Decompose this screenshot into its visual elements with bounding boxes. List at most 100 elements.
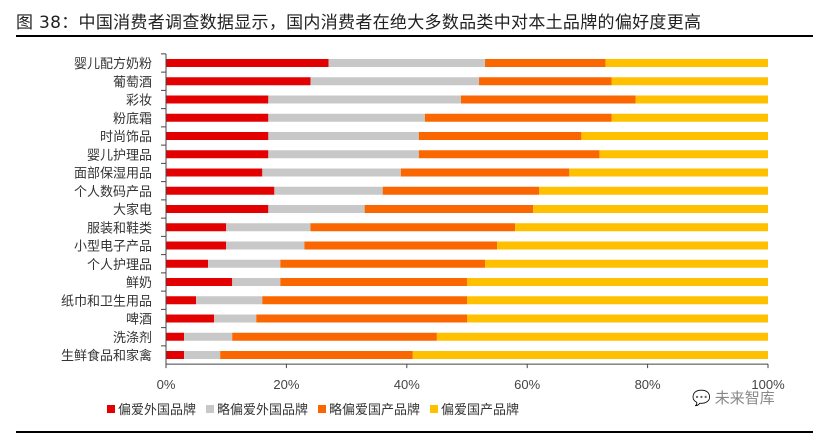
- category-label: 粉底霜: [113, 111, 152, 127]
- bar-segment: [166, 186, 275, 195]
- bar-segment: [232, 278, 281, 286]
- bar-segment: [184, 332, 233, 341]
- bar-segment: [268, 95, 461, 104]
- wechat-icon: 💬: [692, 388, 711, 407]
- category-label: 个人护理品: [87, 258, 152, 273]
- bar-segment: [479, 77, 612, 86]
- legend-item: 略偏爱外国品牌: [206, 399, 308, 418]
- bar-segment: [232, 332, 437, 341]
- bar-segment: [166, 132, 269, 140]
- category-label: 婴儿配方奶粉: [74, 56, 152, 72]
- bar-segment: [328, 59, 486, 67]
- bar-segment: [226, 223, 311, 232]
- x-tick-label: 40%: [394, 377, 420, 392]
- bar-segment: [208, 259, 281, 268]
- bar-segment: [418, 150, 600, 159]
- bar-segment: [268, 205, 365, 213]
- bar-segment: [166, 223, 227, 232]
- bar-segment: [569, 168, 768, 177]
- category-label: 婴儿护理品: [87, 148, 152, 163]
- figure-title: 图 38：中国消费者调查数据显示，国内消费者在绝大多数品类中对本土品牌的偏好度更…: [16, 13, 702, 33]
- bar-segment: [581, 132, 768, 140]
- category-label: 个人数码产品: [74, 185, 152, 200]
- category-label: 小型电子产品: [74, 240, 152, 255]
- category-label: 洗涤剂: [113, 331, 152, 346]
- bar-segment: [268, 113, 425, 122]
- bar-segment: [166, 241, 227, 250]
- bar-segment: [166, 332, 185, 341]
- bar-segment: [226, 241, 305, 250]
- category-label: 彩妆: [126, 94, 152, 109]
- bar-segment: [635, 95, 768, 104]
- bar-segment: [304, 241, 498, 250]
- bar-segment: [166, 95, 269, 104]
- bar-segment: [166, 113, 269, 122]
- bar-segment: [400, 168, 570, 177]
- legend-label: 略偏爱外国品牌: [217, 403, 309, 418]
- bar-segment: [436, 332, 768, 341]
- x-tick-label: 100%: [751, 377, 785, 392]
- bar-segment: [310, 223, 516, 232]
- legend-item: 偏爱国产品牌: [430, 399, 519, 418]
- bar-segment: [166, 314, 215, 323]
- bar-segment: [280, 259, 486, 268]
- bar-segment: [256, 314, 467, 323]
- legend-label: 略偏爱国产品牌: [329, 403, 421, 418]
- bar-segment: [533, 205, 768, 213]
- legend-item: 略偏爱国产品牌: [318, 399, 420, 418]
- bar-segment: [268, 150, 419, 159]
- watermark: 💬 未来智库: [692, 387, 775, 408]
- bar-segment: [605, 59, 768, 67]
- bar-segment: [166, 259, 209, 268]
- bar-segment: [166, 296, 197, 305]
- bar-segment: [467, 278, 768, 286]
- category-label: 葡萄酒: [113, 75, 152, 90]
- category-label: 鲜奶: [126, 276, 152, 291]
- bar-segment: [515, 223, 768, 232]
- bar-segment: [424, 113, 612, 122]
- bar-segment: [599, 150, 768, 159]
- bar-segment: [460, 95, 636, 104]
- legend: 偏爱外国品牌 略偏爱外国品牌 略偏爱国产品牌 偏爱国产品牌: [107, 399, 519, 418]
- category-label: 服装和鞋类: [87, 220, 152, 236]
- bar-segment: [382, 186, 540, 195]
- bar-segment: [467, 296, 768, 305]
- bar-segment: [467, 314, 768, 323]
- bar-segment: [166, 150, 269, 159]
- bar-segment: [166, 278, 233, 286]
- legend-swatch: [107, 404, 115, 413]
- bar-segment: [268, 132, 419, 140]
- bar-segment: [364, 205, 534, 213]
- bar-segment: [184, 351, 221, 359]
- x-tick-label: 0%: [157, 377, 176, 392]
- bar-segment: [196, 296, 263, 305]
- legend-label: 偏爱国产品牌: [441, 403, 520, 418]
- x-tick-label: 60%: [514, 377, 540, 392]
- bar-segment: [485, 259, 768, 268]
- x-tick-label: 20%: [273, 377, 299, 392]
- legend-item: 偏爱外国品牌: [107, 399, 196, 418]
- title-divider: [16, 35, 813, 37]
- x-tick-label: 80%: [635, 377, 661, 392]
- legend-swatch: [206, 404, 215, 413]
- bar-segment: [611, 113, 768, 122]
- legend-swatch: [318, 404, 327, 413]
- bar-segment: [485, 59, 606, 67]
- bar-segment: [274, 186, 383, 195]
- bar-segment: [611, 77, 768, 86]
- bar-segment: [166, 351, 185, 359]
- bar-segment: [220, 351, 413, 359]
- watermark-text: 未来智库: [714, 389, 775, 407]
- bar-segment: [497, 241, 768, 250]
- legend-label: 偏爱外国品牌: [118, 403, 197, 418]
- category-label: 时尚饰品: [100, 130, 152, 145]
- bar-segment: [280, 278, 467, 286]
- bar-segment: [310, 77, 480, 86]
- bar-segment: [262, 168, 401, 177]
- bar-segment: [166, 59, 329, 67]
- category-label: 大家电: [113, 202, 152, 218]
- bar-segment: [539, 186, 768, 195]
- bar-segment: [214, 314, 257, 323]
- bar-segment: [166, 77, 311, 86]
